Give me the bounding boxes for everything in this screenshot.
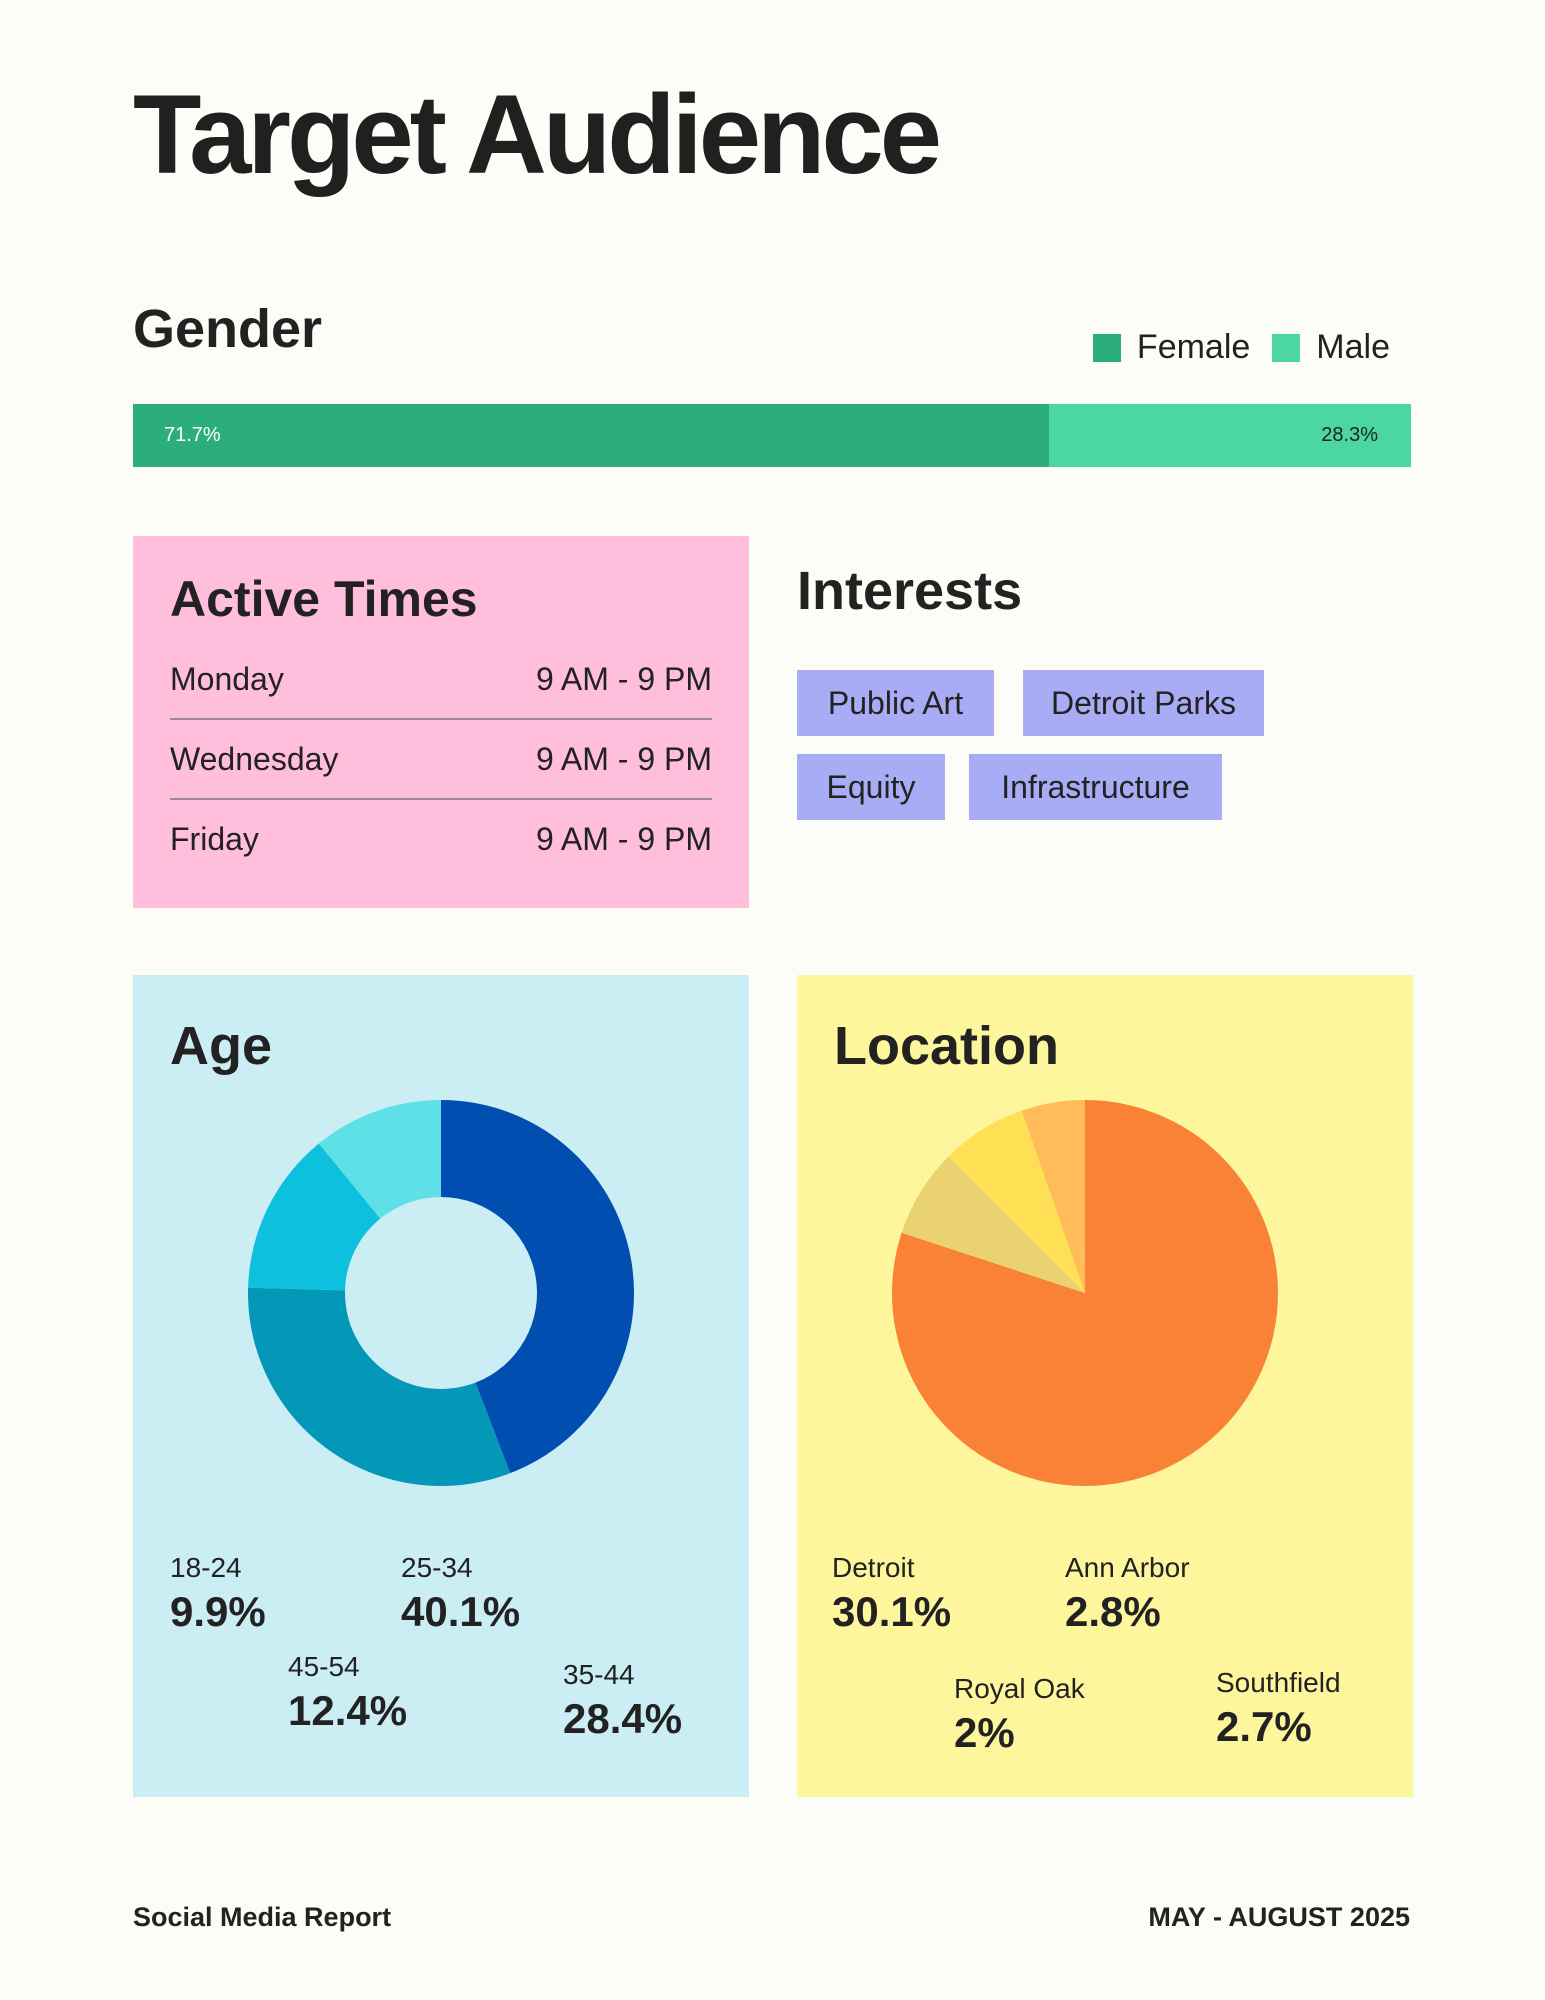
age-slice-25-34	[441, 1100, 634, 1474]
active-times-card: Active Times Monday 9 AM - 9 PM Wednesda…	[133, 536, 749, 908]
age-slice-35-44	[247, 1287, 511, 1486]
interest-tag: Detroit Parks	[1023, 670, 1264, 736]
location-heading: Location	[834, 1016, 1059, 1076]
active-times-heading: Active Times	[170, 571, 478, 627]
interest-tag: Public Art	[797, 670, 994, 736]
time-row: Wednesday 9 AM - 9 PM	[170, 720, 712, 800]
time-row-day: Wednesday	[170, 740, 339, 777]
interest-tag: Infrastructure	[969, 754, 1222, 820]
location-label-royal-oak: Royal Oak 2%	[954, 1673, 1085, 1757]
location-value: 2.8%	[1065, 1588, 1161, 1635]
location-value: 30.1%	[832, 1588, 952, 1635]
location-card: Location Detroit 30.1% Ann Arbor 2.8% Ro…	[797, 975, 1413, 1797]
age-label-25-34: 25-34 40.1%	[401, 1552, 520, 1636]
gender-bar: 71.7% 28.3%	[133, 404, 1411, 467]
age-range: 35-44	[563, 1659, 635, 1690]
location-label-southfield: Southfield 2.7%	[1216, 1667, 1341, 1751]
gender-bar-male: 28.3%	[1049, 404, 1411, 467]
age-range: 18-24	[170, 1552, 242, 1583]
age-slice-45-54	[248, 1143, 381, 1291]
age-card: Age 18-24 9.9% 25-34 40.1% 45-54 12.4% 3…	[133, 975, 749, 1797]
location-slice-southfield	[948, 1110, 1085, 1293]
age-heading: Age	[170, 1016, 273, 1076]
time-row: Monday 9 AM - 9 PM	[170, 640, 712, 720]
gender-bar-female: 71.7%	[133, 404, 1050, 467]
age-value: 40.1%	[401, 1588, 521, 1635]
time-row-hours: 9 AM - 9 PM	[535, 820, 712, 857]
time-row: Friday 9 AM - 9 PM	[170, 800, 712, 878]
age-slice-18-24	[318, 1100, 441, 1219]
time-row-day: Friday	[170, 820, 259, 857]
location-pie-chart	[892, 1100, 1278, 1486]
age-label-18-24: 18-24 9.9%	[170, 1552, 266, 1636]
location-slice-ann-arbor	[901, 1156, 1085, 1293]
location-name: Southfield	[1216, 1667, 1341, 1698]
page-title: Target Audience	[133, 72, 942, 197]
age-value: 28.4%	[563, 1695, 683, 1742]
legend-female-label: Female	[1136, 328, 1251, 366]
legend-male: Male	[1272, 328, 1390, 367]
age-value: 12.4%	[288, 1687, 408, 1734]
age-donut-chart	[247, 1100, 634, 1486]
age-range: 45-54	[288, 1651, 360, 1682]
age-label-45-54: 45-54 12.4%	[288, 1651, 407, 1735]
female-percent-label: 71.7%	[164, 424, 221, 446]
footer-date-range: MAY - AUGUST 2025	[1148, 1902, 1410, 1932]
location-name: Ann Arbor	[1065, 1552, 1190, 1583]
age-label-35-44: 35-44 28.4%	[563, 1659, 682, 1743]
legend-female: Female	[1092, 328, 1251, 367]
location-value: 2.7%	[1216, 1703, 1312, 1750]
legend-male-label: Male	[1316, 328, 1390, 366]
location-label-detroit: Detroit 30.1%	[832, 1552, 951, 1636]
interest-tag: Equity	[797, 754, 945, 820]
location-slice-royal-oak	[1021, 1100, 1085, 1293]
interests-heading: Interests	[797, 561, 1023, 621]
location-name: Royal Oak	[954, 1673, 1085, 1704]
time-row-day: Monday	[170, 660, 284, 697]
gender-legend: Female Male	[1071, 328, 1390, 367]
gender-heading: Gender	[133, 299, 323, 359]
footer-report-title: Social Media Report	[133, 1902, 392, 1932]
age-range: 25-34	[401, 1552, 473, 1583]
location-value: 2%	[954, 1709, 1015, 1756]
time-row-hours: 9 AM - 9 PM	[535, 660, 712, 697]
location-name: Detroit	[832, 1552, 915, 1583]
legend-female-swatch	[1092, 333, 1121, 362]
male-percent-label: 28.3%	[1321, 424, 1378, 446]
age-value: 9.9%	[170, 1588, 266, 1635]
time-row-hours: 9 AM - 9 PM	[535, 740, 712, 777]
location-label-ann-arbor: Ann Arbor 2.8%	[1065, 1552, 1190, 1636]
legend-male-swatch	[1272, 333, 1301, 362]
